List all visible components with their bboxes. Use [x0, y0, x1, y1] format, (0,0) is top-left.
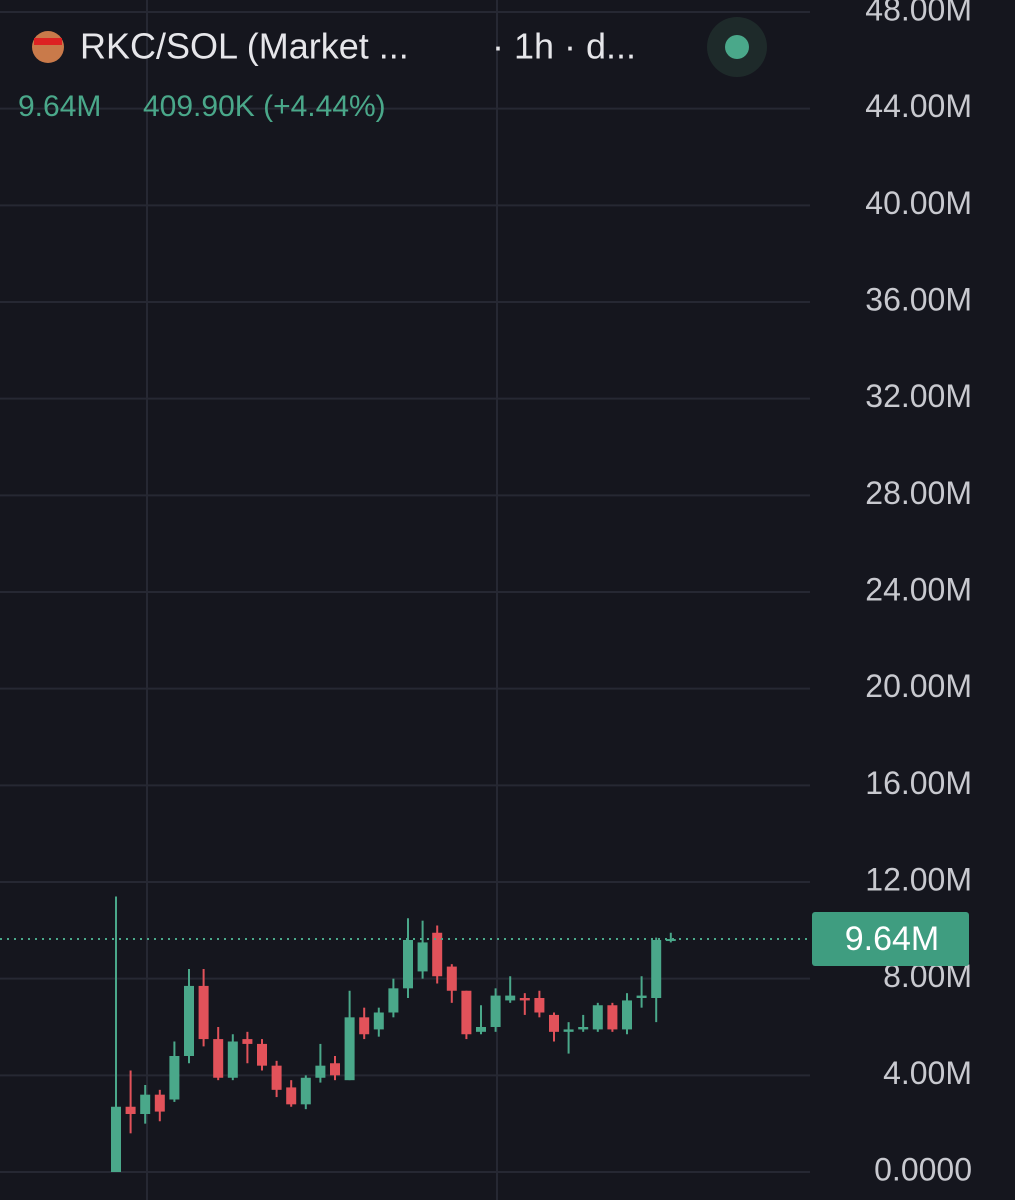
y-tick-label: 28.00M [865, 475, 972, 511]
candle-body [417, 942, 428, 972]
candle-body [476, 1027, 486, 1032]
header-change: 409.90K (+4.44%) [143, 90, 386, 123]
y-tick-label: 0.0000 [874, 1151, 972, 1187]
candle-body [388, 988, 399, 1013]
y-tick-label: 4.00M [883, 1055, 972, 1091]
candle-body [403, 940, 413, 989]
candle-body [592, 1005, 603, 1030]
candle-body [198, 985, 209, 1040]
y-tick-label: 32.00M [865, 378, 972, 414]
y-tick-label: 40.00M [865, 185, 972, 221]
candle-body [169, 1056, 180, 1100]
candle-body [534, 998, 545, 1013]
candle-body [213, 1039, 224, 1078]
candle-body [111, 1106, 121, 1172]
y-tick-label: 16.00M [865, 765, 972, 801]
candle-body [665, 939, 676, 942]
candle-body [549, 1014, 559, 1032]
candle-body [505, 995, 516, 1001]
candle-body [257, 1043, 267, 1066]
y-tick-label: 24.00M [865, 571, 972, 607]
y-tick-label: 36.00M [865, 281, 972, 317]
candle-body [446, 966, 457, 991]
candle-body [227, 1041, 238, 1078]
candle-body [330, 1063, 340, 1076]
header-last: 9.64M [18, 90, 101, 123]
candle-body [286, 1087, 297, 1105]
y-tick-label: 12.00M [865, 861, 972, 897]
candle-body [636, 995, 647, 998]
y-tick-label: 20.00M [865, 668, 972, 704]
candle-body [242, 1039, 253, 1044]
candle-body [578, 1027, 589, 1030]
candle-body [519, 998, 530, 1001]
candle-body [622, 1000, 632, 1030]
candle-body [651, 940, 662, 998]
candle-body [359, 1017, 370, 1035]
candle-body [184, 985, 194, 1056]
last-price-box [812, 912, 969, 967]
chart-title: RKC/SOL (Market ... [80, 26, 409, 67]
candle-body [125, 1106, 136, 1114]
y-tick-label: 44.00M [865, 88, 972, 124]
candle-body [461, 990, 472, 1035]
candle-body [607, 1005, 618, 1030]
token-icon [32, 31, 64, 63]
candle-body [563, 1029, 574, 1032]
candle-body [271, 1065, 282, 1090]
candle-body [300, 1077, 311, 1105]
interval: · 1h · d... [492, 26, 636, 67]
token-icon-band [34, 38, 62, 45]
status-dot [725, 35, 749, 59]
candle-body [490, 995, 501, 1027]
candle-body [140, 1094, 151, 1114]
candle-body [154, 1094, 165, 1112]
y-tick-label: 48.00M [865, 0, 972, 27]
last-price-label: 9.64M [845, 920, 940, 958]
candle-body [373, 1012, 384, 1030]
candle-body [315, 1065, 326, 1078]
candle-body [432, 932, 443, 977]
candle-body [344, 1017, 355, 1081]
